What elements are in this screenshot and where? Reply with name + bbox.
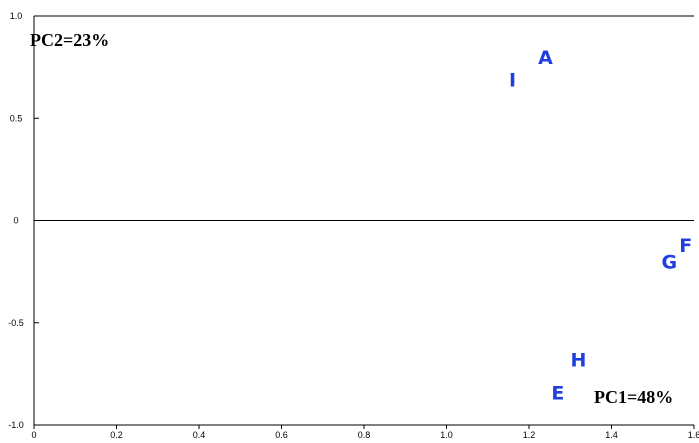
x-tick-label: 0.2 [110,430,123,440]
x-tick-label: 0 [31,430,36,440]
data-points: AI FG HE [509,47,692,404]
point-label-g: G [661,251,677,273]
point-label-h: H [571,350,587,372]
y-tick-label: 0 [13,216,18,226]
x-tick-label: 1.6 [688,430,699,440]
point-label-i: I [509,69,516,91]
y-tick-label: 0.5 [10,113,23,123]
x-tick-label: 0.4 [193,430,206,440]
y-tick-label: -1.0 [8,420,24,430]
y-tick-label: 1.0 [10,11,23,21]
y-tick-label: -0.5 [8,318,24,328]
x-tick-label: 1.2 [523,430,536,440]
x-tick-label: 0.8 [358,430,371,440]
axes [33,15,694,426]
ticks: 0 0.2 0.4 0.6 0.8 1.0 1.2 1.4 1.6 1.0 0.5 0 -0.5 -1.0 [8,11,699,440]
x-tick-label: 1.4 [605,430,618,440]
x-tick-label: 0.6 [275,430,288,440]
pc2-annotation: PC2=23% [30,30,109,50]
pc1-annotation: PC1=48% [594,387,673,407]
point-label-a: A [538,47,553,69]
point-label-f: F [679,235,692,257]
point-label-e: E [551,382,564,404]
x-tick-label: 1.0 [440,430,453,440]
